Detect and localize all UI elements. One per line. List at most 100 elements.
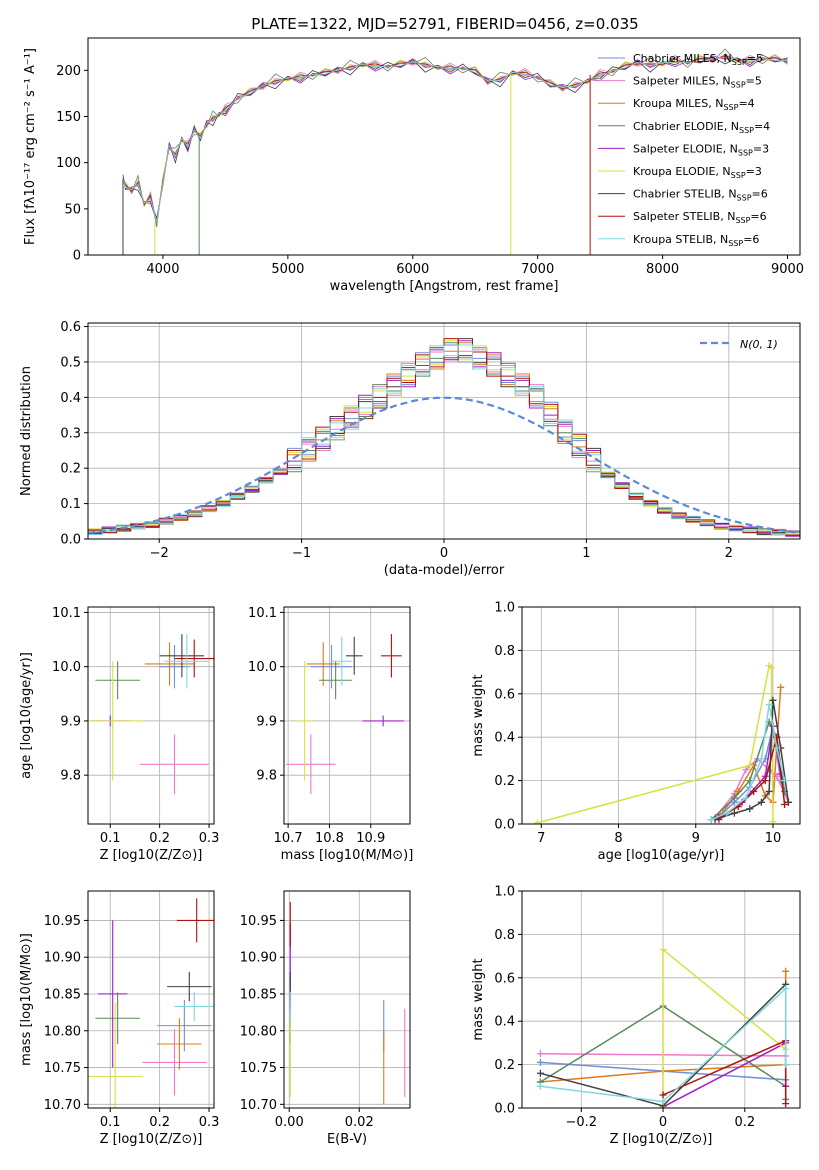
weight-marker [533, 819, 541, 824]
legend-nssp-sub: SSP [728, 239, 743, 248]
legend-nssp-sub: SSP [737, 194, 752, 203]
y-tick-label: 10.0 [52, 660, 81, 675]
y-tick-label: 0.2 [494, 774, 515, 789]
legend-entry: Salpeter ELODIE, NSSP=3 [598, 142, 769, 157]
y-tick-label: 9.9 [256, 714, 277, 729]
weight-marker [707, 816, 715, 824]
legend-model-name: Chabrier STELIB, [633, 188, 728, 201]
legend-entry: Kroupa STELIB, NSSP=6 [598, 233, 759, 248]
subplot-spectrum: 4000 5000 6000 7000 8000 9000 0 50 100 150 200 wave… [23, 37, 804, 294]
x-tick-label: 4000 [146, 262, 179, 277]
x-tick-label: 0.00 [275, 1115, 304, 1130]
y-tick-label: 10.75 [44, 1061, 81, 1076]
plot-area [88, 898, 214, 1108]
plot-area [88, 634, 214, 795]
x-tick-label: 8 [614, 831, 622, 846]
y-tick-label: 10.75 [240, 1061, 277, 1076]
x-tick-label: 5000 [271, 262, 304, 277]
legend-nssp: N [715, 97, 723, 110]
x-axis-label: age [log10(age/yr)] [598, 848, 725, 863]
legend-model-name: Kroupa MILES, [633, 97, 715, 110]
subplot-weight-age: 7 8 9 10 0.0 0.2 0.4 0.6 0.8 1.0 age [log10(age/yr… [471, 601, 801, 863]
y-tick-label: 50 [64, 202, 81, 217]
weight-marker [765, 787, 773, 795]
legend-label: Kroupa MILES, NSSP=4 [633, 97, 755, 112]
errorbar-point [139, 734, 210, 795]
legend-label: Chabrier MILES, NSSP=5 [633, 52, 763, 67]
legend-nssp-value: =4 [738, 97, 754, 110]
axes-frame [283, 606, 411, 825]
errorbar-point [159, 644, 190, 689]
errorbar-point [306, 642, 340, 686]
errorbar-point [167, 971, 212, 1002]
weight-marker [730, 794, 738, 802]
legend-nssp: N [724, 52, 732, 65]
weight-marker [769, 818, 777, 824]
subplot-mass-z: 0.1 0.2 0.3 10.70 10.75 10.80 10.85 10.90 10.95 Z… [19, 890, 219, 1147]
weight-marker [765, 701, 773, 709]
weight-line [714, 700, 790, 821]
weight-marker [536, 1069, 544, 1077]
errorbar-point [319, 661, 353, 700]
legend-label: Chabrier ELODIE, NSSP=4 [633, 120, 770, 135]
legend-nssp-sub: SSP [739, 126, 754, 135]
x-tick-label: 9000 [771, 262, 804, 277]
x-axis-label: E(B-V) [327, 1132, 367, 1147]
legend-nssp-value: =5 [746, 75, 762, 88]
x-tick-label: 7 [537, 831, 545, 846]
weight-marker [746, 805, 754, 813]
weight-line [710, 726, 790, 821]
y-tick-label: 10.70 [44, 1098, 81, 1113]
y-axis-label: mass weight [471, 958, 486, 1040]
axes-frame [87, 37, 801, 256]
weight-marker [742, 794, 750, 802]
plot-area [289, 902, 406, 1105]
y-tick-label: 0.0 [60, 533, 81, 548]
weight-marker [769, 696, 777, 704]
histogram-step [88, 338, 800, 536]
x-tick-label: 1 [582, 546, 590, 561]
weight-marker [757, 798, 765, 806]
plot-area [533, 662, 792, 824]
errorbar-point [142, 1029, 207, 1096]
legend-nssp-sub: SSP [731, 81, 746, 90]
weight-line [540, 986, 787, 1103]
legend-model-name: Chabrier ELODIE, [633, 120, 731, 133]
y-tick-label: 10.85 [44, 987, 81, 1002]
weight-marker [773, 744, 781, 752]
errorbar-point [310, 644, 353, 689]
x-tick-label: 0.1 [100, 1115, 121, 1130]
legend-label: Salpeter STELIB, NSSP=6 [633, 210, 767, 225]
weight-marker [746, 761, 754, 769]
weight-marker [742, 766, 750, 774]
plot-area [88, 338, 800, 537]
weight-marker [782, 967, 790, 975]
y-tick-label: 10.1 [52, 606, 81, 621]
x-tick-label: 0.2 [734, 1115, 755, 1130]
legend-label: Kroupa STELIB, NSSP=6 [633, 233, 759, 248]
errorbar-point [95, 992, 140, 1045]
y-tick-label: 100 [56, 156, 81, 171]
legend-model-name: Kroupa STELIB, [633, 233, 720, 246]
weight-marker [782, 985, 790, 993]
x-tick-label: 2 [725, 546, 733, 561]
y-axis-label: Flux [fλ10⁻¹⁷ erg cm⁻² s⁻¹ A⁻¹] [23, 48, 38, 245]
subplot-age-z: 0.1 0.2 0.3 9.8 9.9 10.0 10.1 Z [log10(Z/Z⊙)] ag… [19, 606, 219, 863]
errorbar-point [164, 634, 210, 689]
legend-label: Salpeter ELODIE, NSSP=3 [633, 142, 769, 157]
errorbar-point [176, 898, 214, 943]
y-tick-label: 10.80 [44, 1024, 81, 1039]
legend-nssp: N [720, 233, 728, 246]
y-tick-label: 10.95 [240, 914, 277, 929]
y-tick-label: 10.90 [240, 951, 277, 966]
y-tick-label: 0.4 [494, 731, 515, 746]
weight-marker [777, 683, 785, 691]
weight-marker [536, 1050, 544, 1058]
errorbar-point [157, 999, 212, 1052]
y-tick-label: 0.5 [60, 355, 81, 370]
gaussian-curve [88, 396, 800, 534]
errorbar-point [362, 715, 404, 727]
y-tick-label: 10.80 [240, 1024, 277, 1039]
x-tick-label: −1 [292, 546, 311, 561]
y-tick-label: 1.0 [494, 885, 515, 900]
